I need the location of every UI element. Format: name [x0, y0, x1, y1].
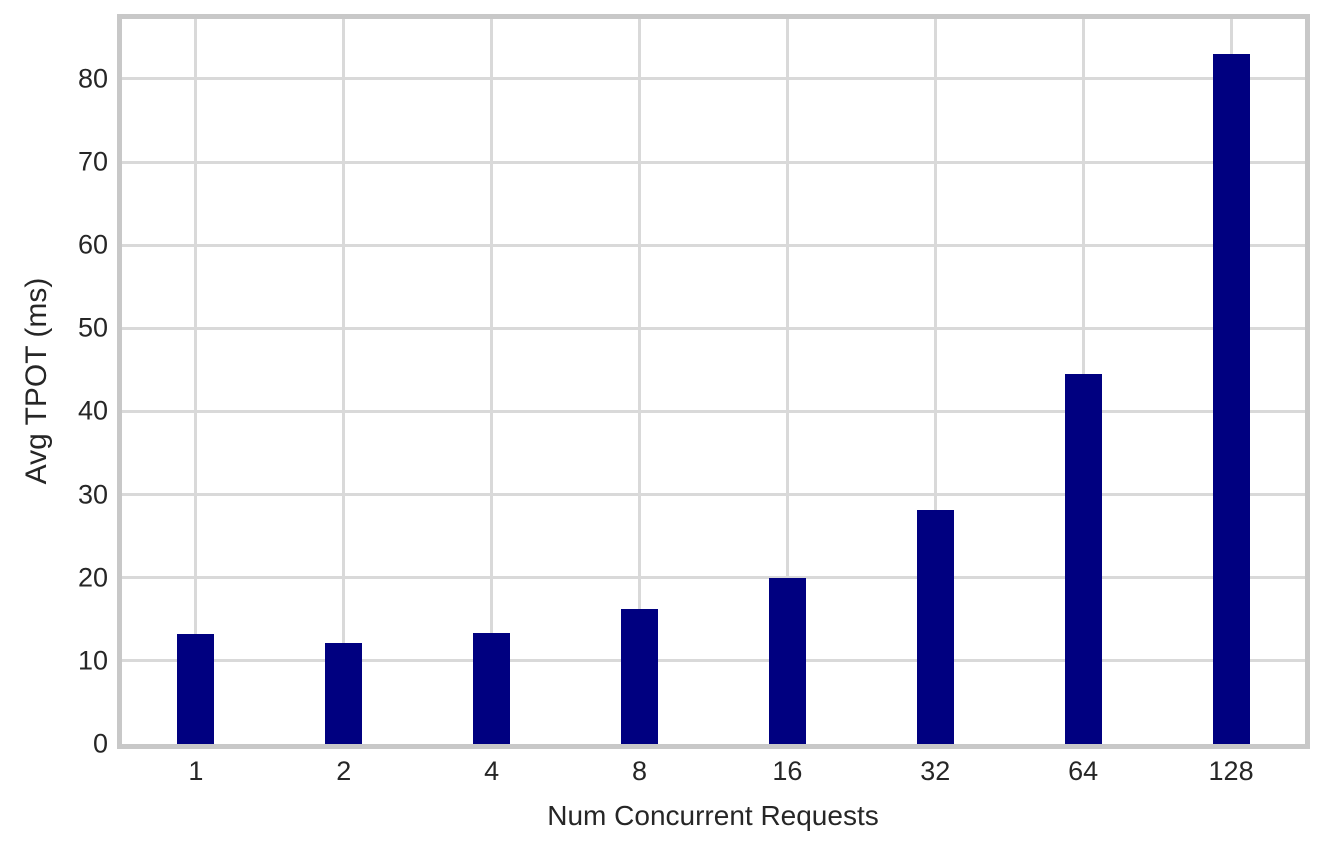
- plot-inner: [122, 19, 1305, 744]
- v-gridline-2: [342, 19, 346, 744]
- h-gridline-10: [122, 659, 1305, 663]
- y-tick-label-10: 10: [77, 645, 108, 676]
- h-gridline-50: [122, 326, 1305, 330]
- x-tick-label-1: 1: [188, 756, 204, 786]
- h-gridline-60: [122, 243, 1305, 247]
- x-tick-label-4: 4: [484, 756, 500, 786]
- y-tick-label-60: 60: [77, 229, 108, 260]
- v-gridline-8: [638, 19, 642, 744]
- x-tick-label-64: 64: [1068, 756, 1099, 786]
- bar-16: [768, 577, 806, 744]
- y-tick-label-0: 0: [92, 728, 108, 759]
- h-gridline-80: [122, 77, 1305, 81]
- bar-128: [1212, 53, 1250, 744]
- v-gridline-1: [194, 19, 198, 744]
- x-tick-label-16: 16: [772, 756, 803, 786]
- x-tick-label-128: 128: [1208, 756, 1254, 786]
- y-tick-label-70: 70: [77, 146, 108, 177]
- y-tick-label-80: 80: [77, 63, 108, 94]
- y-axis-label: Avg TPOT (ms): [20, 277, 53, 485]
- bar-32: [916, 510, 954, 744]
- bar-4: [473, 632, 511, 744]
- x-tick-label-32: 32: [920, 756, 951, 786]
- y-tick-label-30: 30: [77, 479, 108, 510]
- y-tick-label-20: 20: [77, 562, 108, 593]
- bar-8: [621, 609, 659, 744]
- x-tick-label-2: 2: [336, 756, 352, 786]
- bar-2: [325, 642, 363, 744]
- h-gridline-70: [122, 160, 1305, 164]
- x-tick-label-8: 8: [632, 756, 648, 786]
- v-gridline-16: [785, 19, 789, 744]
- bar-64: [1064, 374, 1102, 744]
- plot-area: [117, 14, 1310, 749]
- h-gridline-20: [122, 576, 1305, 580]
- bar-1: [177, 634, 215, 744]
- y-tick-label-50: 50: [77, 312, 108, 343]
- h-gridline-40: [122, 409, 1305, 413]
- x-axis-label: Num Concurrent Requests: [547, 800, 879, 831]
- v-gridline-4: [490, 19, 494, 744]
- h-gridline-30: [122, 493, 1305, 497]
- v-gridline-32: [933, 19, 937, 744]
- y-tick-label-40: 40: [77, 395, 108, 426]
